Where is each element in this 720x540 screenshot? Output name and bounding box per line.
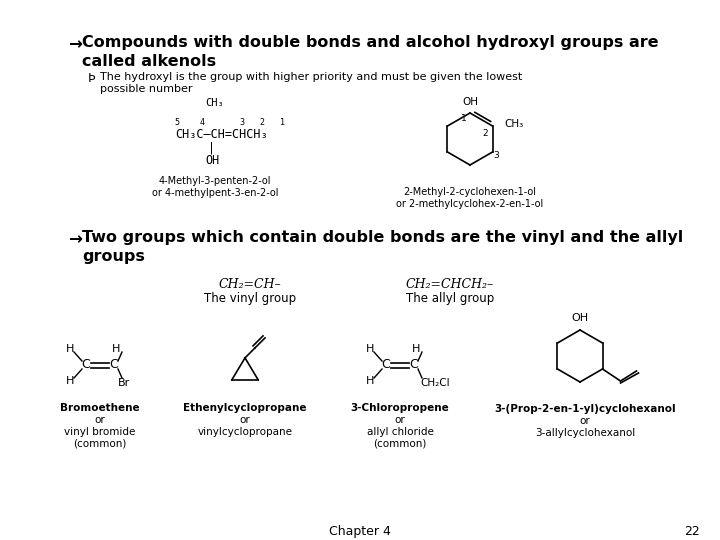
Text: Two groups which contain double bonds are the vinyl and the allyl
groups: Two groups which contain double bonds ar… <box>82 230 683 264</box>
Text: Br: Br <box>118 378 130 388</box>
Text: The vinyl group: The vinyl group <box>204 292 296 305</box>
Text: CH₃: CH₃ <box>505 119 523 129</box>
Text: Chapter 4: Chapter 4 <box>329 525 391 538</box>
Text: |: | <box>208 142 215 155</box>
Text: Þ: Þ <box>88 72 96 85</box>
Text: 4-Methyl-3-penten-2-ol
or 4-methylpent-3-en-2-ol: 4-Methyl-3-penten-2-ol or 4-methylpent-3… <box>152 176 278 198</box>
Text: →: → <box>68 35 82 53</box>
Text: Bromoethene: Bromoethene <box>60 403 140 413</box>
Text: 3-(Prop-2-en-1-yl)cyclohexanol: 3-(Prop-2-en-1-yl)cyclohexanol <box>494 404 676 414</box>
Text: H: H <box>66 376 74 386</box>
Text: CH₃C—CH=CHCH₃: CH₃C—CH=CHCH₃ <box>175 128 268 141</box>
Text: C: C <box>109 359 118 372</box>
Text: 2-Methyl-2-cyclohexen-1-ol
or 2-methylcyclohex-2-en-1-ol: 2-Methyl-2-cyclohexen-1-ol or 2-methylcy… <box>397 187 544 208</box>
Text: or
3-allylcyclohexanol: or 3-allylcyclohexanol <box>535 416 635 437</box>
Text: CH₂Cl: CH₂Cl <box>420 378 449 388</box>
Text: CH₂=CH–: CH₂=CH– <box>219 278 282 291</box>
Text: 2: 2 <box>482 129 487 138</box>
Text: H: H <box>66 344 74 354</box>
Text: OH: OH <box>572 313 588 323</box>
Text: CH₂=CHCH₂–: CH₂=CHCH₂– <box>406 278 494 291</box>
Text: 3-Chloropropene: 3-Chloropropene <box>351 403 449 413</box>
Text: C: C <box>81 359 91 372</box>
Text: OH: OH <box>205 154 219 167</box>
Text: OH: OH <box>462 97 478 107</box>
Text: or
vinylcyclopropane: or vinylcyclopropane <box>197 415 292 437</box>
Text: Compounds with double bonds and alcohol hydroxyl groups are
called alkenols: Compounds with double bonds and alcohol … <box>82 35 659 69</box>
Text: The hydroxyl is the group with higher priority and must be given the lowest
poss: The hydroxyl is the group with higher pr… <box>100 72 522 94</box>
Text: 3: 3 <box>493 151 499 160</box>
Text: 22: 22 <box>684 525 700 538</box>
Text: H: H <box>412 344 420 354</box>
Text: →: → <box>68 230 82 248</box>
Text: or
allyl chloride
(common): or allyl chloride (common) <box>366 415 433 448</box>
Text: H: H <box>366 376 374 386</box>
Text: C: C <box>382 359 390 372</box>
Text: 1: 1 <box>462 114 467 123</box>
Text: 5    4       3   2   1: 5 4 3 2 1 <box>175 118 285 127</box>
Text: Ethenylcyclopropane: Ethenylcyclopropane <box>184 403 307 413</box>
Text: The allyl group: The allyl group <box>406 292 494 305</box>
Text: C: C <box>410 359 418 372</box>
Text: CH₃: CH₃ <box>206 98 225 108</box>
Text: H: H <box>112 344 120 354</box>
Text: H: H <box>366 344 374 354</box>
Text: or
vinyl bromide
(common): or vinyl bromide (common) <box>64 415 135 448</box>
